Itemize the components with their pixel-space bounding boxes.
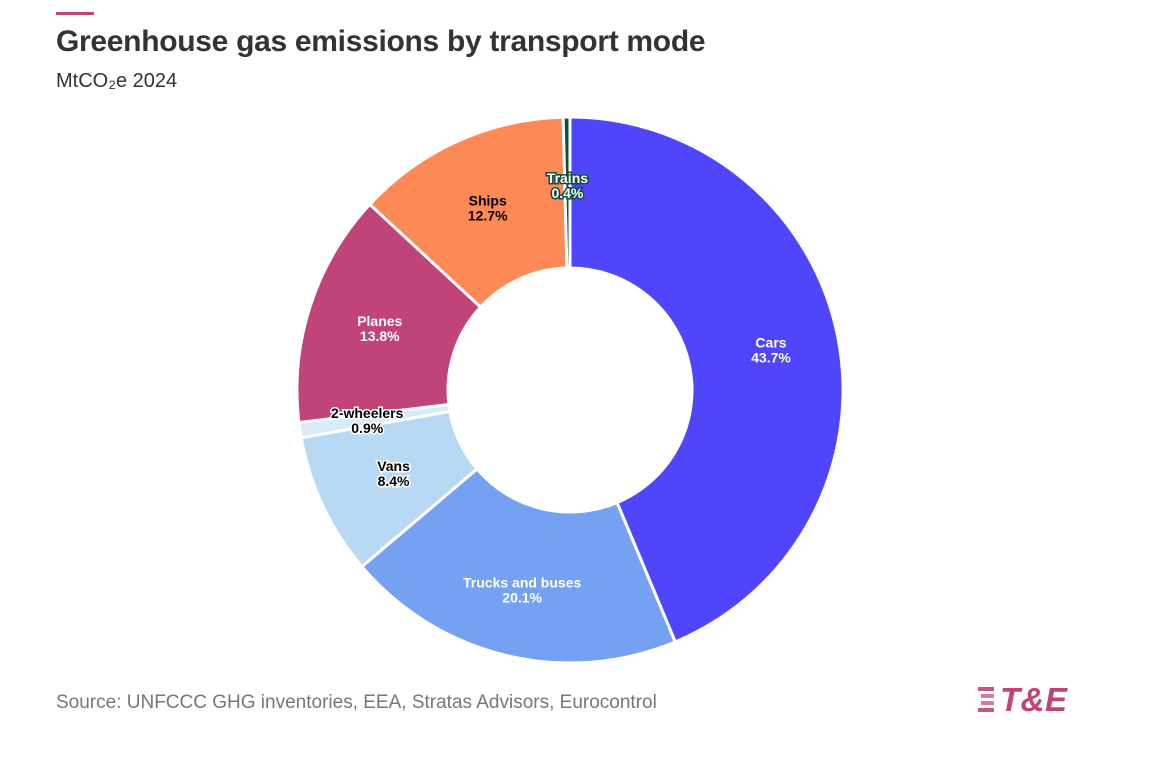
source-note: Source: UNFCCC GHG inventories, EEA, Str… (56, 692, 657, 713)
slice-label-name: Planes (357, 313, 402, 329)
slice-label-value: 12.7% (468, 208, 508, 224)
slice-planes[interactable] (295, 202, 483, 425)
slice-label-value: 0.4% (551, 185, 583, 201)
slice-label-ships: Ships 12.7% (468, 193, 508, 224)
slice-cars[interactable] (568, 115, 845, 644)
slice-label-planes: Planes 13.8% (357, 313, 402, 344)
slice-label-vans: Vans 8.4% (377, 458, 410, 489)
slice-label-value: 43.7% (751, 350, 791, 366)
slice-label-value: 8.4% (378, 473, 410, 489)
slices-layer (295, 115, 845, 665)
slice-trucks-and-buses[interactable] (360, 467, 677, 665)
slice-label-trucks-and-buses: Trucks and buses 20.1% (463, 574, 581, 605)
chart-subtitle: MtCO₂e 2024 (56, 70, 178, 92)
logo-text: T&E (1000, 681, 1068, 718)
slice-label-name: Vans (377, 458, 410, 474)
slice-label-value: 13.8% (360, 328, 400, 344)
slice-trains[interactable] (561, 115, 572, 270)
slice-label-name: Cars (755, 335, 786, 351)
slice-label-trains: Trains 0.4% (547, 170, 588, 201)
chart-title: Greenhouse gas emissions by transport mo… (56, 25, 706, 58)
slice-ships[interactable] (368, 115, 569, 309)
accent-bar (56, 12, 94, 15)
slice-label-name: Trains (547, 170, 588, 186)
slice-label-cars: Cars 43.7% (751, 335, 791, 366)
slice-label-2-wheelers: 2-wheelers 0.9% (331, 405, 404, 436)
slice-label-name: Trucks and buses (463, 574, 581, 590)
te-logo[interactable]: T&E (976, 680, 1068, 720)
labels-layer: Cars 43.7% Trucks and buses 20.1% Vans 8.4% 2-… (330, 169, 793, 607)
slice-label-value: 0.9% (351, 420, 383, 436)
slice-label-name: 2-wheelers (331, 405, 404, 421)
logo-stripes-icon (978, 687, 994, 712)
slice-label-name: Ships (469, 193, 507, 209)
slice-label-value: 20.1% (502, 589, 542, 605)
